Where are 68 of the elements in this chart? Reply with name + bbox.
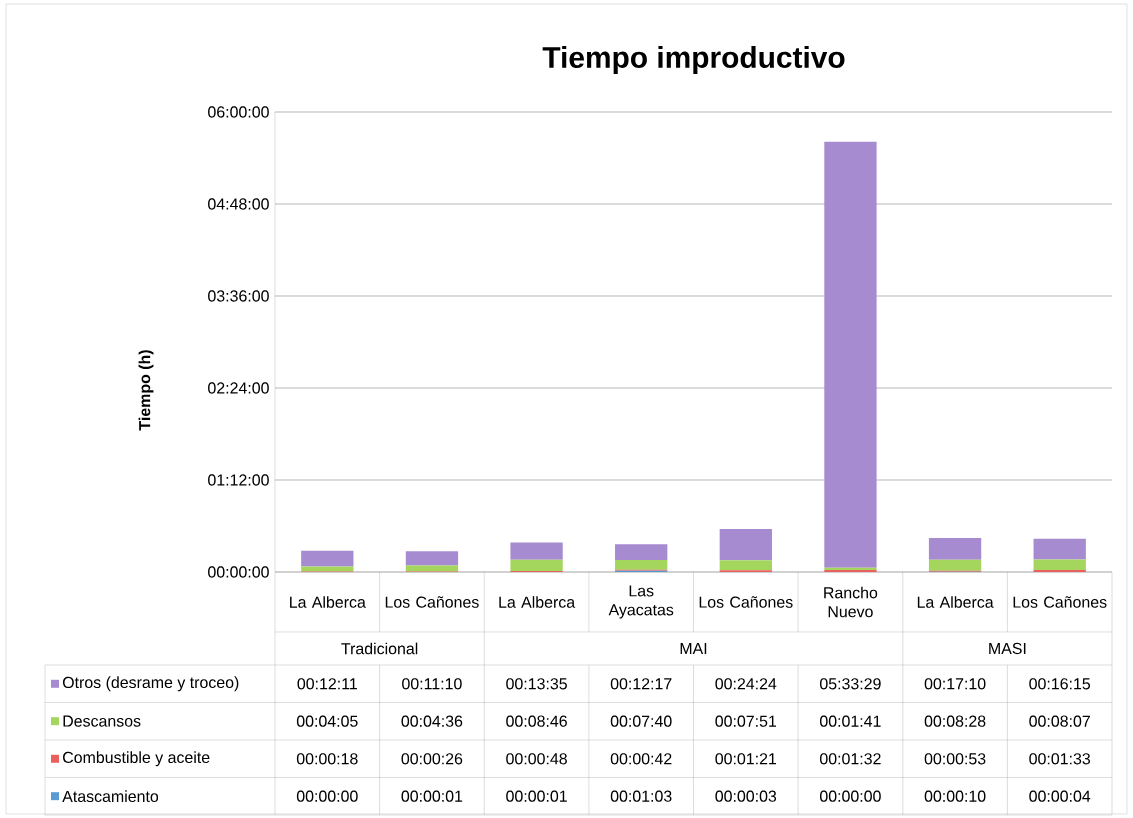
data-label: 00:01:21 <box>715 753 777 765</box>
data-label: 00:04:05 <box>296 715 358 727</box>
bar <box>719 560 772 571</box>
data-label: 00:01:41 <box>820 715 881 727</box>
data-label: 00:00:53 <box>924 753 986 765</box>
data-label: 00:01:33 <box>1029 753 1091 765</box>
data-label: 00:12:17 <box>610 678 672 690</box>
data-label: 00:16:15 <box>1029 678 1091 690</box>
x-tick-label: La Alberca <box>290 596 366 608</box>
legend-label: Combustible y aceite <box>63 751 210 767</box>
bar <box>301 550 354 567</box>
data-label: 00:00:42 <box>610 753 672 765</box>
data-label: 00:01:03 <box>610 790 672 802</box>
data-label: 00:00:01 <box>506 790 567 802</box>
bar <box>510 559 563 571</box>
legend-label: Atascamiento <box>62 790 159 803</box>
data-label: 00:00:18 <box>296 753 358 765</box>
y-tick-label: 04:48:00 <box>208 198 269 210</box>
data-label: 00:17:10 <box>924 678 986 690</box>
y-tick-label: 01:12:00 <box>208 474 269 486</box>
bar <box>405 551 459 566</box>
x-tick-label: Los Cañones <box>699 596 793 608</box>
x-tick-label: La Alberca <box>917 596 994 608</box>
text: Tradicional <box>341 642 418 655</box>
data-label: 00:00:00 <box>820 790 881 802</box>
y-tick-label: 02:24:00 <box>208 382 269 394</box>
bar <box>615 544 668 560</box>
bar <box>824 141 877 568</box>
data-label: 00:13:35 <box>506 678 567 690</box>
legend-label: Otros (desrame y troceo) <box>62 676 239 692</box>
data-label: 00:07:51 <box>715 715 777 727</box>
data-label: 00:08:46 <box>506 715 567 727</box>
bar <box>1033 538 1086 560</box>
x-tick-label: Los Cañones <box>1013 596 1107 608</box>
x-tick-label: Las Ayacatas <box>608 585 674 619</box>
x-tick-label: Los Cañones <box>385 596 479 608</box>
bar <box>719 528 772 561</box>
data-label: 00:01:32 <box>820 753 881 765</box>
data-label: 00:08:07 <box>1029 715 1090 727</box>
bar <box>928 537 982 560</box>
data-label: 00:07:40 <box>610 715 672 727</box>
data-label: 00:08:28 <box>924 715 986 727</box>
bar <box>1033 559 1086 570</box>
x-tick-label: La Alberca <box>499 596 576 608</box>
data-label: 00:00:03 <box>715 790 777 802</box>
y-tick-label: 00:00:00 <box>208 566 269 578</box>
data-label: 00:24:24 <box>715 678 777 690</box>
data-label: 00:12:11 <box>297 678 357 690</box>
data-label: 00:00:01 <box>401 790 463 802</box>
data-label: 00:04:36 <box>401 715 463 727</box>
data-label: 00:00:00 <box>296 790 358 802</box>
bar <box>615 559 668 570</box>
data-label: 00:00:26 <box>401 753 463 765</box>
data-label: 00:11:10 <box>402 678 462 690</box>
data-label: 05:33:29 <box>820 678 881 690</box>
y-axis-title: Tiempo (h) <box>138 350 154 431</box>
chart-title: Tiempo improductivo <box>542 46 845 74</box>
text: MAI <box>680 643 707 654</box>
data-label: 00:00:04 <box>1029 790 1091 802</box>
x-tick-label: Rancho Nuevo <box>824 586 878 618</box>
text: MASI <box>989 642 1026 655</box>
data-label: 00:00:48 <box>506 753 567 765</box>
y-tick-label: 06:00:00 <box>208 106 269 118</box>
legend-label: Descansos <box>63 715 141 727</box>
bar <box>510 542 563 560</box>
y-tick-label: 03:36:00 <box>208 290 269 302</box>
bar <box>301 566 354 572</box>
data-label: 00:00:10 <box>924 790 986 802</box>
